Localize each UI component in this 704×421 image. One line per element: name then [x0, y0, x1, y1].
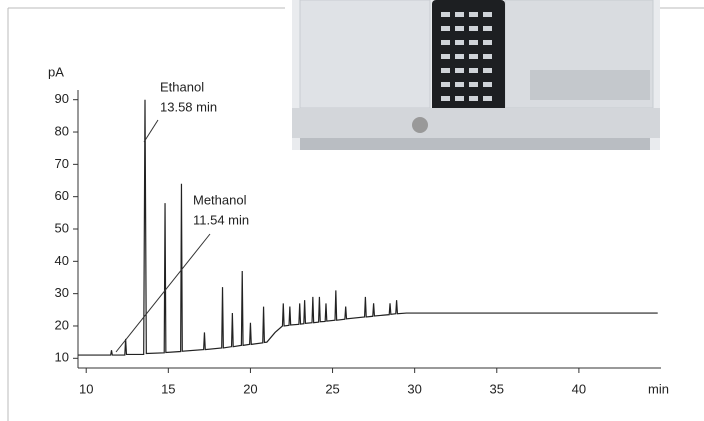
y-axis-label: pA: [48, 64, 64, 79]
y-tick-label: 40: [55, 253, 69, 268]
chromatogram-trace: [78, 99, 658, 356]
x-tick-label: 15: [161, 381, 175, 396]
y-tick-label: 20: [55, 317, 69, 332]
annotation-time: 13.58 min: [160, 99, 217, 114]
y-tick-label: 50: [55, 220, 69, 235]
annotation-name: Methanol: [193, 192, 247, 207]
leader-line: [115, 233, 211, 353]
x-tick-label: 40: [572, 381, 586, 396]
y-tick-label: 70: [55, 156, 69, 171]
y-tick-label: 80: [55, 123, 69, 138]
x-tick-label: 30: [407, 381, 421, 396]
y-tick-label: 90: [55, 91, 69, 106]
x-tick-label: 20: [243, 381, 257, 396]
x-tick-label: 25: [325, 381, 339, 396]
y-tick-label: 10: [55, 350, 69, 365]
x-tick-label: 10: [79, 381, 93, 396]
y-tick-label: 30: [55, 285, 69, 300]
annotation-name: Ethanol: [160, 79, 204, 94]
y-tick-label: 60: [55, 188, 69, 203]
x-axis-label: min: [648, 381, 669, 396]
annotation-time: 11.54 min: [193, 212, 249, 227]
leader-line: [143, 119, 159, 143]
instrument-photo: [292, 0, 660, 150]
x-tick-label: 35: [490, 381, 504, 396]
